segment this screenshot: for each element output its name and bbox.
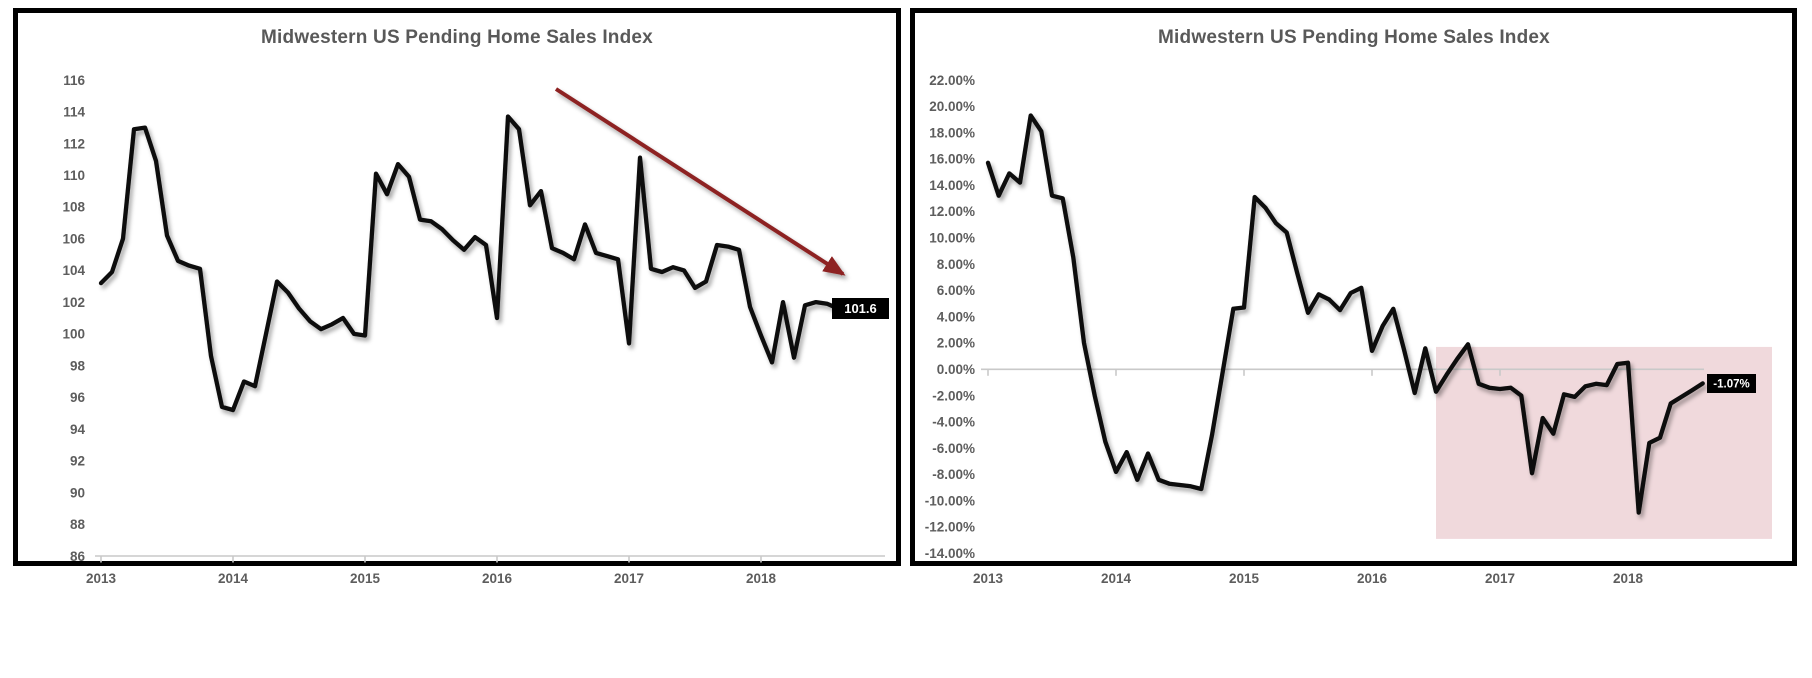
x-axis-tick-label: 2014 [1101, 571, 1132, 586]
index-chart-panel [13, 8, 901, 566]
yoy-chart-panel [910, 8, 1797, 566]
index-chart-title: Midwestern US Pending Home Sales Index [261, 27, 653, 48]
x-axis-tick-label: 2017 [1485, 571, 1515, 586]
x-axis-tick-label: 2016 [1357, 571, 1388, 586]
x-axis-tick-label: 2013 [973, 571, 1004, 586]
x-axis-tick-label: 2016 [482, 571, 513, 586]
x-axis-tick-label: 2015 [350, 571, 381, 586]
x-axis-tick-label: 2017 [614, 571, 644, 586]
x-axis-tick-label: 2018 [746, 571, 777, 586]
yoy-chart-title: Midwestern US Pending Home Sales Index [1158, 27, 1550, 48]
x-axis-tick-label: 2013 [86, 571, 117, 586]
x-axis-tick-label: 2014 [218, 571, 249, 586]
x-axis-tick-label: 2015 [1229, 571, 1260, 586]
x-axis-tick-label: 2018 [1613, 571, 1644, 586]
